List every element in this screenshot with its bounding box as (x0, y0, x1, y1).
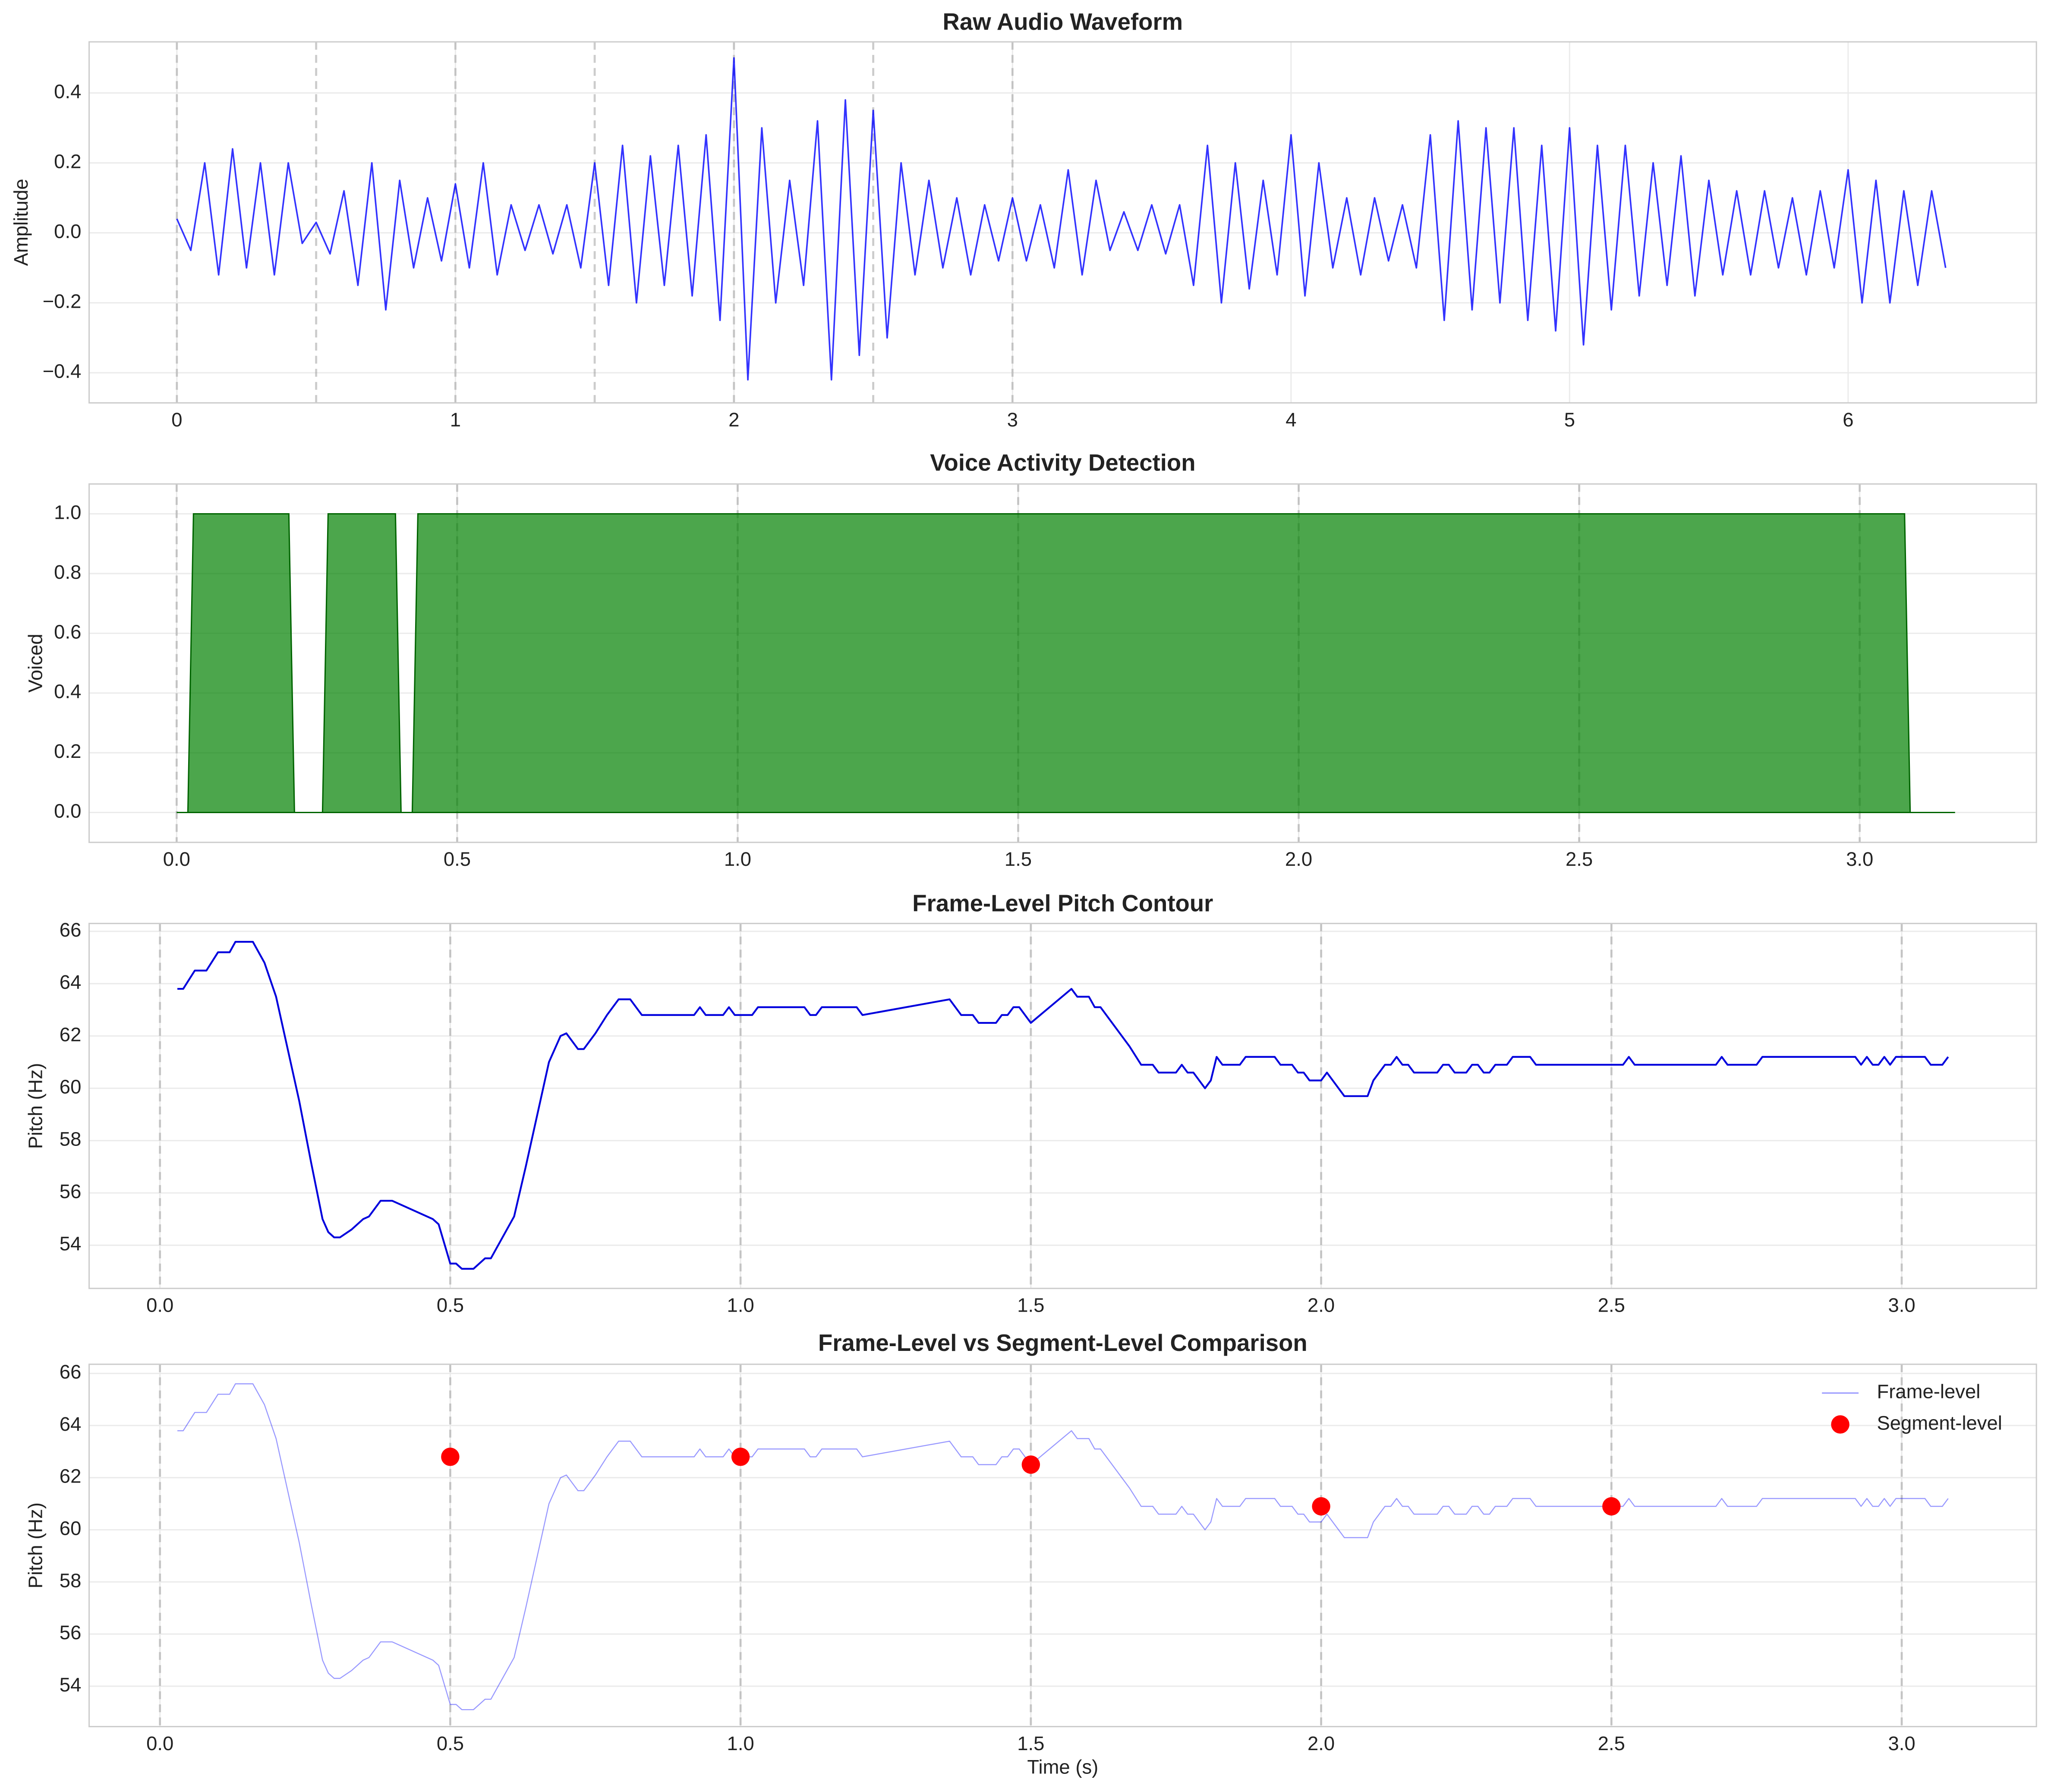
point (731, 1448, 750, 1466)
point (1602, 1497, 1621, 1516)
y-tick-label: 60 (60, 1517, 82, 1539)
y-tick-label: −0.2 (43, 290, 82, 312)
y-tick-label: 60 (60, 1076, 82, 1098)
y-axis-label: Pitch (Hz) (24, 1502, 46, 1588)
chart-title: Frame-Level vs Segment-Level Comparison (818, 1330, 1307, 1356)
x-tick-label: 2 (728, 409, 739, 431)
x-tick-label: 1.5 (1017, 1732, 1044, 1754)
x-tick-label: 1.0 (724, 848, 751, 870)
legend-label: Frame-level (1877, 1381, 1980, 1403)
line (176, 57, 1947, 381)
x-tick-label: 0.0 (146, 1294, 173, 1316)
x-tick-label: 3 (1007, 409, 1018, 431)
x-tick-label: 6 (1843, 409, 1853, 431)
x-tick-label: 3.0 (1846, 848, 1873, 870)
panel: Frame-Level Pitch Contour Pitch (Hz) 0.0 0.… (24, 890, 2037, 1316)
y-axis-label: Pitch (Hz) (24, 1063, 46, 1149)
x-tick-label: 2.0 (1285, 848, 1312, 870)
axes-frame (88, 1363, 2037, 1727)
y-tick-label: −0.4 (43, 360, 82, 382)
x-tick-label: 2.5 (1598, 1732, 1625, 1754)
x-tick-label: 0.0 (163, 848, 190, 870)
axes-frame (88, 483, 2037, 843)
area (176, 513, 1955, 814)
y-tick-label: 64 (60, 971, 82, 993)
x-tick-label: 3.0 (1888, 1294, 1915, 1316)
y-tick-label: 0.0 (54, 221, 81, 243)
panel: Voice Activity Detection Voiced 0.0 0.5 1.0 1… (24, 449, 2037, 870)
y-tick-label: 1.0 (54, 502, 81, 524)
y-axis-label: Voiced (24, 634, 46, 692)
y-tick-label: 56 (60, 1622, 82, 1644)
y-tick-label: 0.2 (54, 150, 81, 172)
x-tick-label: 0.0 (146, 1732, 173, 1754)
point (441, 1448, 460, 1466)
y-tick-label: 0.0 (54, 800, 81, 822)
x-tick-label: 3.0 (1888, 1732, 1915, 1754)
y-tick-label: 54 (60, 1674, 82, 1696)
x-tick-label: 5 (1564, 409, 1575, 431)
axes-frame (88, 923, 2037, 1289)
y-tick-label: 64 (60, 1413, 82, 1435)
x-tick-label: 0.5 (437, 1732, 464, 1754)
y-tick-label: 54 (60, 1233, 82, 1255)
axes-frame (88, 41, 2037, 404)
x-tick-label: 4 (1285, 409, 1296, 431)
y-tick-label: 0.2 (54, 740, 81, 762)
y-tick-label: 0.4 (54, 80, 81, 102)
y-tick-label: 66 (60, 919, 82, 941)
y-tick-label: 62 (60, 1023, 82, 1045)
y-tick-label: 0.6 (54, 621, 81, 643)
x-axis-label: Time (s) (1027, 1756, 1098, 1778)
y-tick-label: 62 (60, 1465, 82, 1487)
chart-title: Voice Activity Detection (930, 449, 1195, 476)
x-tick-label: 0 (171, 409, 182, 431)
point (1312, 1497, 1330, 1516)
line (177, 940, 1949, 1270)
line (177, 1383, 1949, 1710)
y-tick-label: 56 (60, 1180, 82, 1202)
chart-title: Raw Audio Waveform (943, 9, 1183, 35)
x-tick-label: 1.5 (1017, 1294, 1044, 1316)
y-tick-label: 58 (60, 1569, 82, 1591)
legend-label: Segment-level (1877, 1412, 2002, 1434)
y-tick-label: 0.4 (54, 681, 81, 703)
y-tick-label: 0.8 (54, 561, 81, 583)
point (1021, 1455, 1040, 1474)
x-tick-label: 1 (450, 409, 461, 431)
x-tick-label: 1.5 (1005, 848, 1032, 870)
x-tick-label: 2.5 (1566, 848, 1593, 870)
x-tick-label: 2.0 (1307, 1732, 1335, 1754)
y-tick-label: 58 (60, 1128, 82, 1150)
x-tick-label: 2.5 (1598, 1294, 1625, 1316)
x-tick-label: 1.0 (727, 1732, 754, 1754)
panel: Frame-Level vs Segment-Level Comparison P… (24, 1330, 2037, 1778)
x-tick-label: 2.0 (1307, 1294, 1335, 1316)
x-tick-label: 0.5 (444, 848, 471, 870)
chart-title: Frame-Level Pitch Contour (912, 890, 1213, 917)
y-axis-label: Amplitude (10, 179, 32, 266)
legend-marker (1831, 1415, 1849, 1434)
panel: Raw Audio Waveform Amplitude 0 1 2 3 4 5 6 −0.4 −0… (10, 9, 2037, 431)
x-tick-label: 1.0 (727, 1294, 754, 1316)
y-tick-label: 66 (60, 1361, 82, 1383)
x-tick-label: 0.5 (437, 1294, 464, 1316)
